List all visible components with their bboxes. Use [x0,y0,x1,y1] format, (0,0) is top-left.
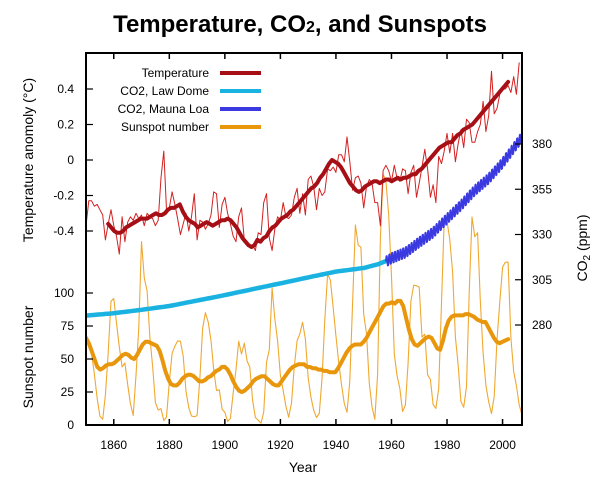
temperature-tick-label: 0.4 [57,82,74,96]
x-axis-ticks: 1860 1880 1900 1920 1940 1960 1980 2000 [100,53,516,452]
sunspot-annual-line [86,173,522,424]
co2-axis-label-subscript: 2 [582,255,593,261]
co2-axis-label-unit: (ppm) [574,214,590,254]
co2-mauna-loa-line [385,133,522,267]
x-axis-label: Year [289,459,318,475]
legend-entry-sunspot: Sunspot number [121,120,261,134]
co2-tick-label: 280 [532,318,552,332]
legend-label: Temperature [142,66,210,80]
sunspot-smoothed-line [86,298,511,394]
x-tick-label: 1880 [156,438,183,452]
co2-tick-label: 355 [532,182,552,196]
x-tick-label: 1960 [378,438,405,452]
temperature-tick-label: -0.4 [53,224,74,238]
temperature-smoothed-line [106,79,511,249]
sunspot-tick-label: 100 [54,286,74,300]
sunspot-tick-label: 0 [67,418,74,432]
plot-frame [85,52,523,426]
temperature-tick-label: 0 [67,153,74,167]
temperature-tick-label: 0.2 [57,118,74,132]
legend: Temperature CO2, Law Dome CO2, Mauna Loa… [118,66,261,134]
co2-tick-label: 380 [532,137,552,151]
legend-entry-co2-mauna-loa: CO2, Mauna Loa [118,102,261,116]
sunspot-tick-label: 25 [61,385,75,399]
x-tick-label: 2000 [489,438,516,452]
x-tick-label: 1920 [267,438,294,452]
chart-title-rest: , and Sunspots [315,11,487,38]
temperature-annual-line [86,62,520,255]
temperature-tick-label: -0.2 [53,189,74,203]
sunspot-axis-label: Sunspot number [20,305,36,408]
chart-title-main: Temperature, CO [113,11,306,38]
temperature-axis-ticks: -0.4 -0.2 0 0.2 0.4 [53,82,93,238]
series-layer [86,62,522,424]
co2-tick-label: 305 [532,273,552,287]
co2-tick-label: 330 [532,228,552,242]
co2-axis-ticks: 280 305 330 355 380 [515,137,552,332]
x-tick-label: 1980 [434,438,461,452]
x-tick-label: 1900 [212,438,239,452]
sunspot-axis-ticks: 0 25 50 75 100 [54,286,93,432]
legend-entry-co2-law-dome: CO2, Law Dome [120,84,261,98]
co2-law-dome-line [86,256,394,318]
legend-label: Sunspot number [121,120,209,134]
co2-axis-label-main: CO [574,260,590,281]
x-tick-label: 1940 [323,438,350,452]
co2-axis-label: CO2 (ppm) [574,214,593,281]
chart-title: Temperature, CO2, and Sunspots [113,11,487,38]
x-tick-label: 1860 [100,438,127,452]
legend-label: CO2, Mauna Loa [118,102,210,116]
legend-entry-temperature: Temperature [142,66,261,80]
legend-label: CO2, Law Dome [120,84,209,98]
sunspot-tick-label: 75 [61,319,75,333]
temperature-axis-label: Temperature anomoly (°C) [20,78,36,242]
chart-title-subscript: 2 [306,19,315,36]
sunspot-tick-label: 50 [61,352,75,366]
